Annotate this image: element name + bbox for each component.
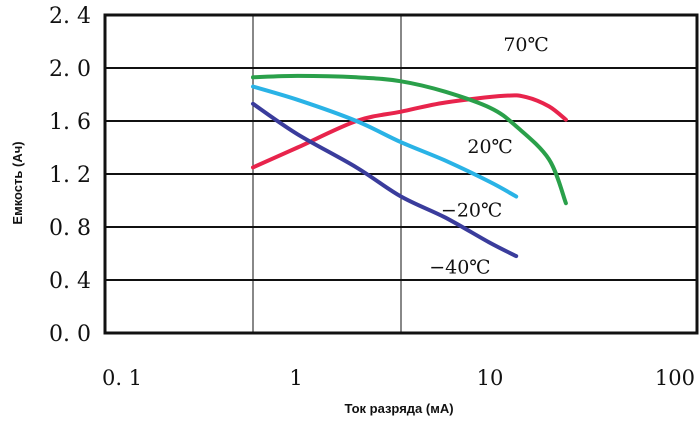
series-line [253,95,566,167]
series-label: 20℃ [467,136,512,158]
y-tick-labels: 0. 0 0. 4 0. 8 1. 2 1. 6 2. 0 2. 4 [49,4,91,347]
y-tick-label: 0. 8 [49,216,91,241]
x-tick-label: 10 [477,366,504,390]
y-tick-label: 0. 0 [49,322,91,347]
x-tick-label: 100 [655,366,695,390]
series-label: −40℃ [429,256,490,278]
x-axis-label: Ток разряда (мА) [344,401,453,416]
x-tick-label: 0. 1 [102,366,142,390]
x-tick-label: 1 [289,366,302,390]
y-axis-label: Емкость (Ач) [10,141,25,224]
y-tick-label: 2. 0 [49,57,91,82]
y-tick-label: 0. 4 [49,269,91,294]
y-tick-label: 1. 2 [49,163,91,188]
y-tick-label: 2. 4 [49,4,91,29]
x-tick-labels: 0. 1 1 10 100 [102,366,695,390]
grid [105,15,697,333]
y-tick-label: 1. 6 [49,110,91,135]
series-line [253,104,516,256]
series-label: 70℃ [503,34,548,56]
series-label: −20℃ [441,199,502,221]
series-lines [253,76,566,256]
